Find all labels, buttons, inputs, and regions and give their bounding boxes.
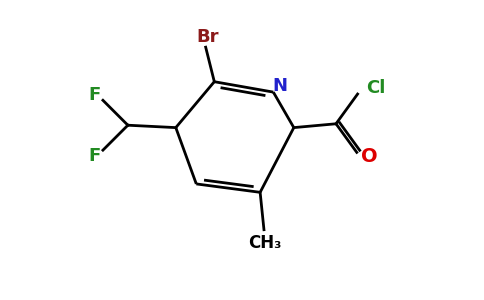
Text: Cl: Cl bbox=[366, 79, 385, 97]
Text: O: O bbox=[361, 147, 378, 166]
Text: F: F bbox=[88, 85, 100, 103]
Text: N: N bbox=[272, 77, 287, 95]
Text: F: F bbox=[88, 147, 100, 165]
Text: Br: Br bbox=[197, 28, 219, 46]
Text: CH₃: CH₃ bbox=[248, 234, 282, 252]
